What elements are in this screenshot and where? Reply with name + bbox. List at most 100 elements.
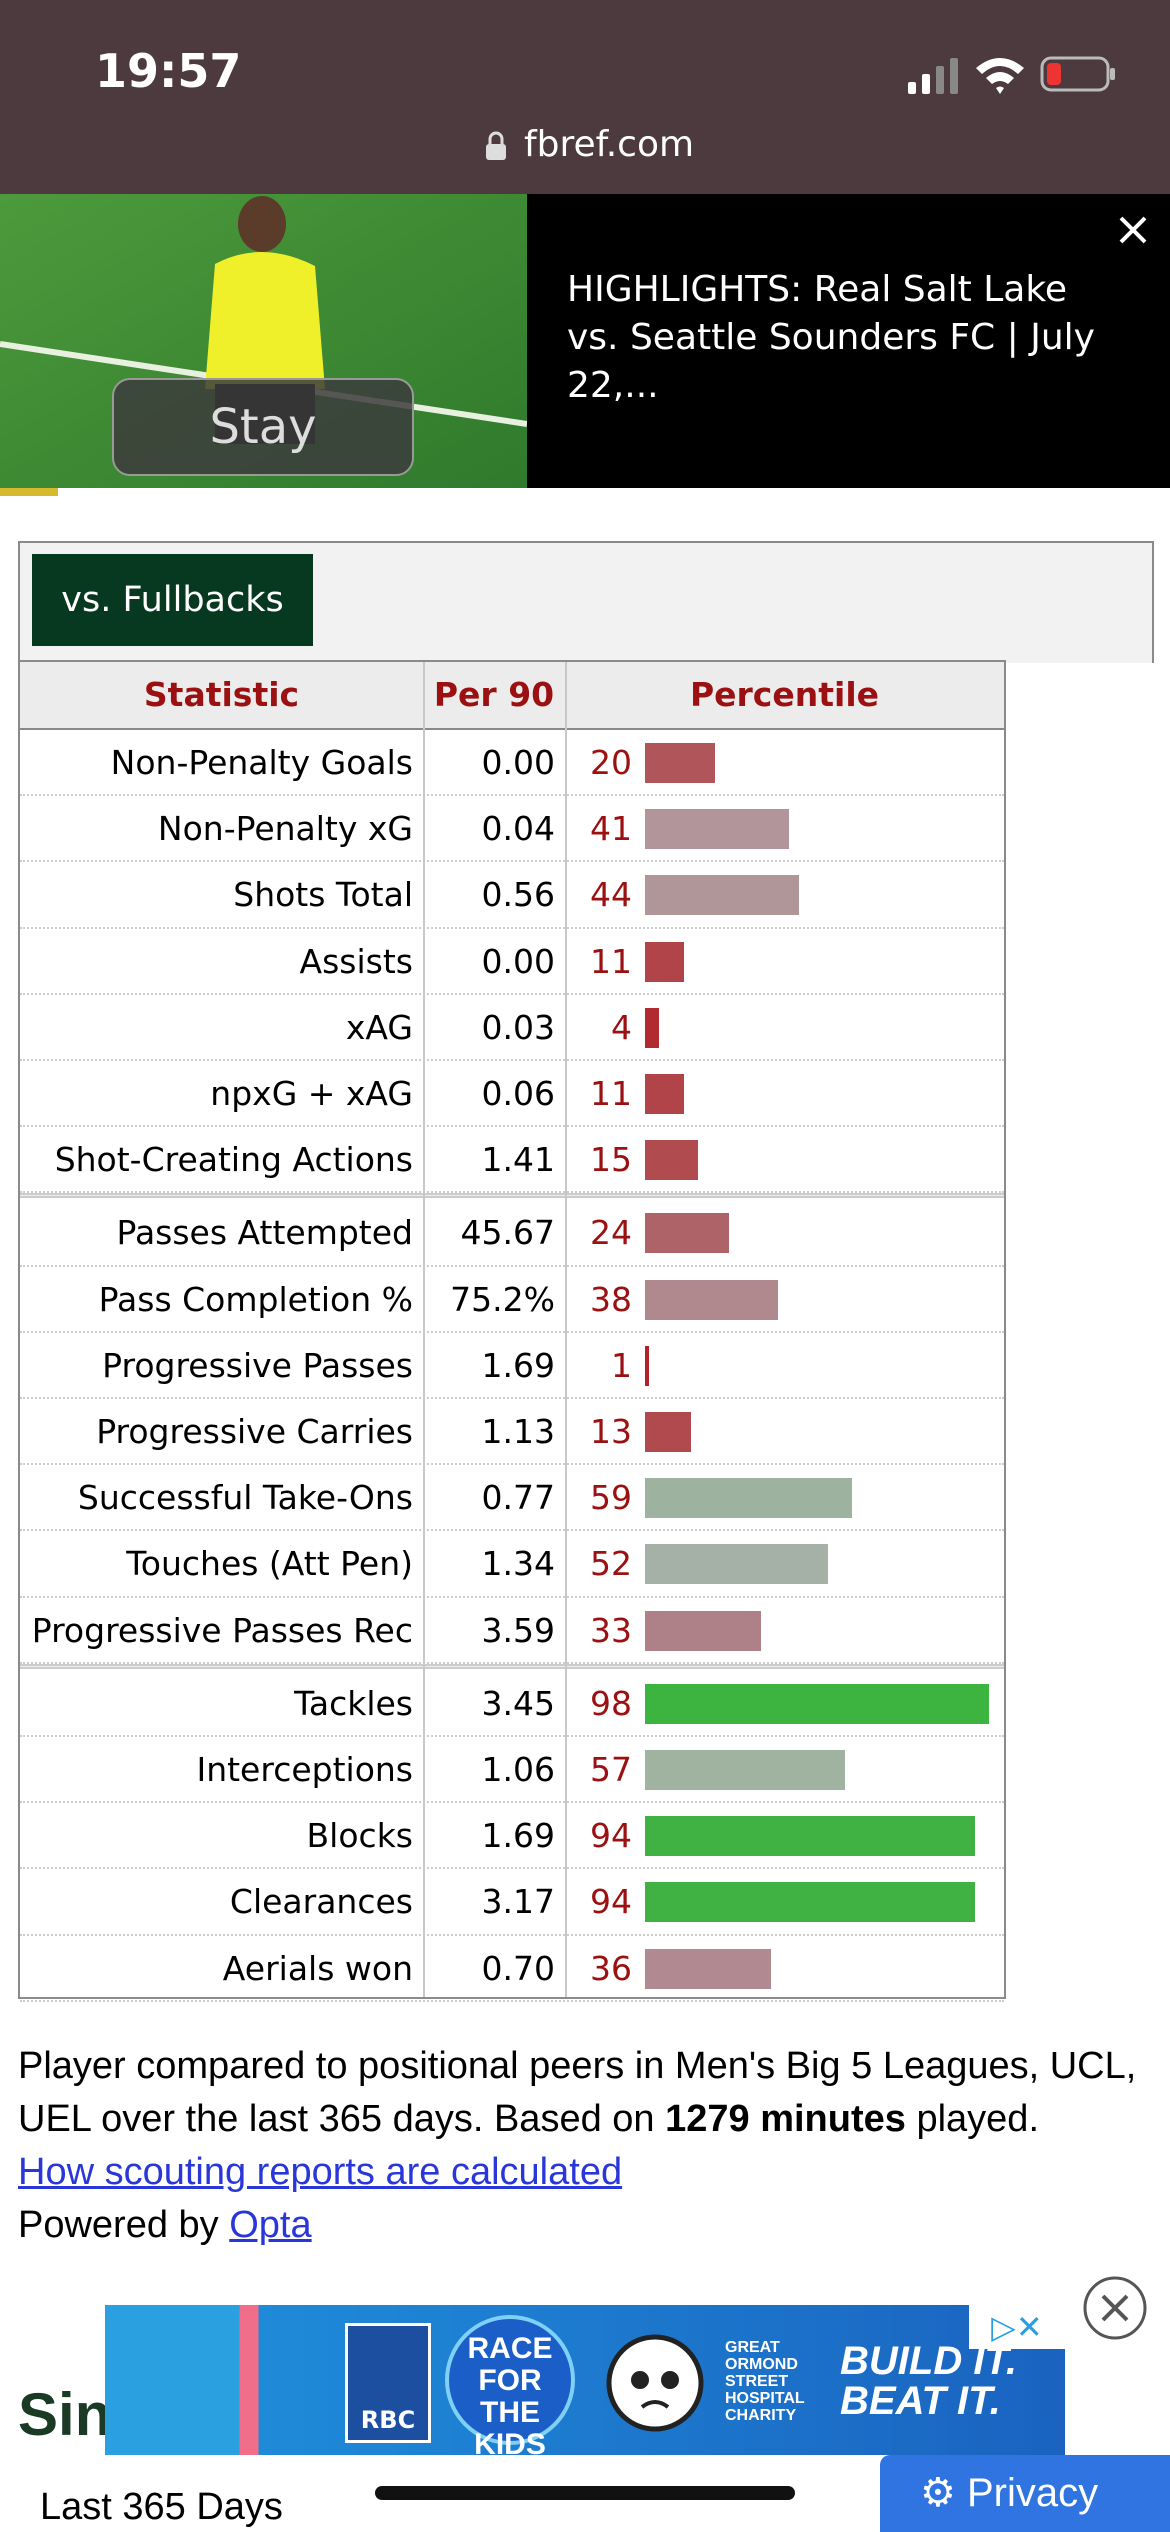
charity-text: STREET xyxy=(725,2373,789,2390)
percentile-bar xyxy=(645,1610,761,1651)
table-row xyxy=(20,862,1004,929)
table-row xyxy=(20,1061,1004,1128)
stat-name: Progressive Carries xyxy=(96,1412,413,1451)
stat-name: Successful Take-Ons xyxy=(77,1478,413,1518)
child-icon xyxy=(606,2334,704,2432)
table-row xyxy=(20,1127,1004,1194)
percentile-bar xyxy=(645,809,789,850)
table-row xyxy=(20,730,1004,797)
percentile-value: 24 xyxy=(590,1213,632,1253)
race-logo: RACE FOR THE KIDS xyxy=(445,2315,575,2455)
race-text: FOR THE xyxy=(478,2364,542,2429)
stat-name: Passes Attempted xyxy=(116,1213,413,1253)
percentile-value: 52 xyxy=(590,1544,632,1584)
stat-name: Interceptions xyxy=(196,1750,413,1789)
close-icon[interactable] xyxy=(1117,214,1149,246)
per90-value: 3.45 xyxy=(481,1683,555,1723)
header-strip xyxy=(0,488,58,496)
per90-value: 0.70 xyxy=(481,1948,555,1988)
per90-value: 0.77 xyxy=(481,1478,555,1518)
stat-name: Progressive Passes Rec xyxy=(31,1610,413,1650)
per90-value: 0.00 xyxy=(481,941,555,981)
note-text: Player compared to positional peers in M… xyxy=(18,2045,1137,2140)
column-header: Statistic xyxy=(143,675,300,714)
section-heading: Sin xyxy=(18,2381,112,2448)
percentile-value: 36 xyxy=(590,1948,632,1988)
percentile-bar xyxy=(645,1683,989,1724)
per90-value: 0.04 xyxy=(481,809,555,849)
link[interactable]: How scouting reports are calculated xyxy=(18,2151,623,2193)
stat-name: Progressive Passes xyxy=(102,1345,413,1385)
percentile-value: 33 xyxy=(590,1610,632,1650)
stat-name: Non-Penalty xG xyxy=(157,809,413,849)
video-title[interactable]: HIGHLIGHTS: Real Salt Lake vs. Seattle S… xyxy=(567,269,1095,406)
stat-name: Blocks xyxy=(306,1816,413,1856)
percentile-bar xyxy=(645,1213,730,1254)
percentile-value: 59 xyxy=(590,1478,632,1518)
stats-table: Statistic Per 90 Percentile Non-Penalty Goa… xyxy=(18,660,1006,2002)
section-subheading: Last 365 Days xyxy=(40,2486,283,2528)
per90-value: 3.59 xyxy=(481,1610,555,1650)
table-row xyxy=(20,796,1004,863)
privacy-button[interactable]: ⚙ Privacy xyxy=(880,2455,1170,2532)
table-row xyxy=(20,1200,1004,1267)
link[interactable]: Opta xyxy=(229,2204,312,2246)
percentile-value: 41 xyxy=(590,809,632,849)
charity-text: HOSPITAL xyxy=(725,2390,805,2407)
group-separator xyxy=(20,1663,1004,1669)
stat-name: Assists xyxy=(299,941,413,981)
percentile-value: 11 xyxy=(590,1074,632,1113)
stat-name: Touches (Att Pen) xyxy=(126,1544,413,1584)
table-row xyxy=(20,1869,1004,1936)
table-row xyxy=(20,1598,1004,1664)
status-bar: 19:57 fbref.com xyxy=(0,0,1170,194)
footer: Player compared to positional peers in M… xyxy=(18,2040,1158,2252)
table-row xyxy=(20,1671,1004,1737)
stat-name: Tackles xyxy=(294,1683,413,1723)
slogan-text: BEAT IT. xyxy=(840,2379,1001,2423)
percentile-value: 1 xyxy=(611,1345,632,1385)
per90-value: 0.00 xyxy=(481,743,555,782)
column-header: Per 90 xyxy=(433,675,555,714)
lock-icon xyxy=(486,131,506,160)
stat-name: Non-Penalty Goals xyxy=(110,743,413,782)
percentile-bar xyxy=(645,1345,649,1386)
stat-name: xAG xyxy=(345,1007,413,1047)
table-row xyxy=(20,1399,1004,1466)
percentile-bar xyxy=(645,1412,691,1452)
per90-value: 3.17 xyxy=(481,1882,555,1922)
charity-text: ORMOND xyxy=(725,2356,798,2373)
per90-value: 0.56 xyxy=(481,875,555,915)
group-separator xyxy=(20,1193,1004,1199)
percentile-value: 57 xyxy=(590,1750,632,1789)
banner-ad[interactable]: RBC RACE FOR THE KIDS GREAT ORMOND STREET HOS… xyxy=(105,2305,1065,2455)
gear-icon: ⚙ xyxy=(920,2471,956,2515)
table-row xyxy=(20,1803,1004,1870)
url[interactable]: fbref.com xyxy=(524,124,695,165)
note-text: played. xyxy=(905,2098,1039,2140)
note-bold: 1279 minutes xyxy=(665,2098,906,2140)
percentile-value: 13 xyxy=(590,1412,632,1451)
percentile-value: 20 xyxy=(590,743,632,782)
charity-text: GREAT xyxy=(725,2339,780,2356)
table-row xyxy=(20,929,1004,995)
percentile-bar xyxy=(645,1750,846,1790)
ad-close[interactable] xyxy=(1082,2275,1148,2341)
stay-button[interactable]: Stay xyxy=(112,378,414,476)
tab[interactable]: vs. Fullbacks xyxy=(32,554,313,646)
home-indicator xyxy=(375,2486,795,2500)
percentile-bar xyxy=(645,1816,975,1857)
percentile-value: 15 xyxy=(590,1140,632,1180)
ad-choices[interactable]: ▷✕ xyxy=(969,2305,1065,2349)
stat-name: Shots Total xyxy=(233,875,413,915)
per90-value: 1.41 xyxy=(481,1140,555,1180)
percentile-value: 4 xyxy=(611,1007,632,1047)
percentile-bar xyxy=(645,1544,828,1585)
race-text: RACE xyxy=(467,2332,553,2365)
table-row xyxy=(20,1267,1004,1333)
percentile-bar xyxy=(645,875,800,916)
per90-value: 75.2% xyxy=(450,1279,555,1319)
percentile-bar xyxy=(645,1140,698,1181)
percentile-bar xyxy=(645,1007,660,1048)
